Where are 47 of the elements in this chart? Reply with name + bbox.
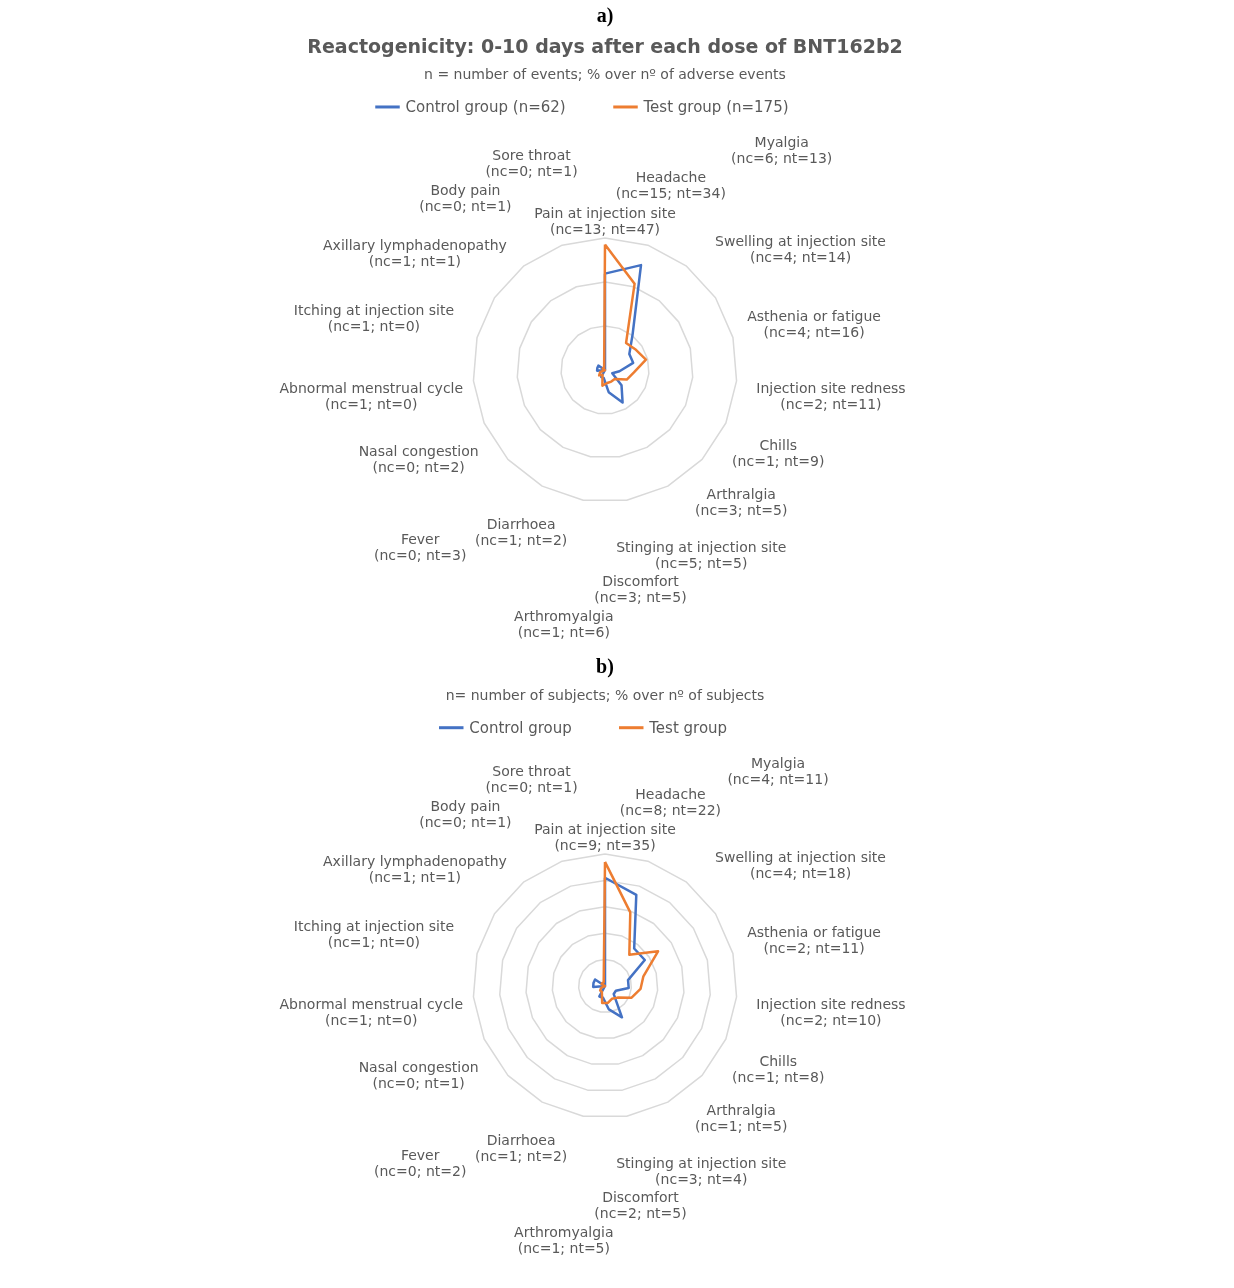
chart-subtitle: n= number of subjects; % over nº of subjects xyxy=(445,686,765,703)
spoke-label: Swelling at injection site (nc=4; nt=14) xyxy=(715,233,886,266)
chart-subtitle: n = number of events; % over nº of adverse events xyxy=(424,65,786,82)
spoke-label: Stinging at injection site (nc=5; nt=5) xyxy=(616,538,787,571)
text: b) xyxy=(596,654,614,678)
legend-label: Control group (n=62) xyxy=(405,97,566,116)
spoke-label: Body pain (nc=0; nt=1) xyxy=(419,797,512,830)
spoke-label: Discomfort (nc=3; nt=5) xyxy=(594,573,687,606)
spoke-label: Arthralgia (nc=1; nt=5) xyxy=(695,1102,788,1135)
spoke-label: Abnormal menstrual cycle (nc=1; nt=0) xyxy=(279,380,464,413)
spoke-label: Abnormal menstrual cycle (nc=1; nt=0) xyxy=(279,996,464,1029)
spoke-label: Asthenia or fatigue (nc=4; nt=16) xyxy=(747,308,881,341)
spoke-label: Nasal congestion (nc=0; nt=2) xyxy=(358,442,479,475)
spoke-label: Body pain (nc=0; nt=1) xyxy=(419,181,512,214)
spoke-label: Discomfort (nc=2; nt=5) xyxy=(594,1189,687,1222)
spoke-label: Axillary lymphadenopathy (nc=1; nt=1) xyxy=(323,852,507,885)
spoke-label: Pain at injection site (nc=9; nt=35) xyxy=(534,821,676,854)
spoke-label: Sore throat (nc=0; nt=1) xyxy=(485,763,578,796)
spoke-label: Sore throat (nc=0; nt=1) xyxy=(485,147,578,180)
spoke-label: Fever (nc=0; nt=2) xyxy=(374,1147,467,1180)
spoke-label: Injection site redness (nc=2; nt=11) xyxy=(756,379,906,412)
spoke-label: Nasal congestion (nc=0; nt=1) xyxy=(358,1058,479,1091)
spoke-label: Axillary lymphadenopathy (nc=1; nt=1) xyxy=(323,236,507,269)
spoke-label: Chills (nc=1; nt=8) xyxy=(732,1053,825,1085)
spoke-label: Diarrhoea (nc=1; nt=2) xyxy=(474,516,568,549)
spoke-label: Injection site redness (nc=2; nt=10) xyxy=(756,995,906,1028)
spoke-label: Headache (nc=8; nt=22) xyxy=(619,786,722,819)
spoke-label: Itching at injection site (nc=1; nt=0) xyxy=(293,918,455,951)
legend-label: Control group xyxy=(469,718,572,737)
spoke-label: Myalgia (nc=6; nt=13) xyxy=(731,133,833,166)
spoke-label: Asthenia or fatigue (nc=2; nt=11) xyxy=(747,924,881,957)
spoke-label: Headache (nc=15; nt=34) xyxy=(615,169,726,202)
spoke-label: Itching at injection site (nc=1; nt=0) xyxy=(293,302,455,335)
spoke-label: Swelling at injection site (nc=4; nt=18) xyxy=(715,849,886,882)
spoke-label: Pain at injection site (nc=13; nt=47) xyxy=(534,205,676,238)
spoke-label: Arthralgia (nc=3; nt=5) xyxy=(695,486,788,519)
legend-label: Test group xyxy=(648,718,728,737)
text: a) xyxy=(596,3,614,27)
chart-title: Reactogenicity: 0-10 days after each dose of BNT162b2 xyxy=(307,34,903,57)
spoke-label: Chills (nc=1; nt=9) xyxy=(732,437,825,469)
spoke-label: Arthromyalgia (nc=1; nt=5) xyxy=(514,1223,614,1256)
spoke-label: Myalgia (nc=4; nt=11) xyxy=(727,754,829,787)
spoke-label: Diarrhoea (nc=1; nt=2) xyxy=(474,1132,568,1165)
spoke-label: Stinging at injection site (nc=3; nt=4) xyxy=(616,1154,787,1187)
legend-label: Test group (n=175) xyxy=(642,97,789,116)
spoke-label: Arthromyalgia (nc=1; nt=6) xyxy=(514,607,614,640)
spoke-label: Fever (nc=0; nt=3) xyxy=(374,531,467,564)
